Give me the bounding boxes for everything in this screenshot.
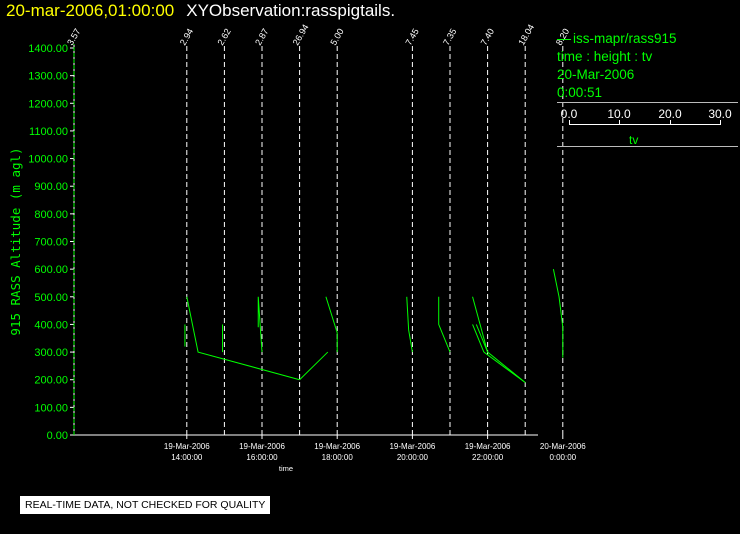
profile-trace (472, 296, 489, 353)
x-tick-time: 20:00:00 (397, 453, 429, 462)
y-axis-title: 915 RASS Altitude (m agl) (8, 147, 23, 335)
legend-scale-tick-1: 10.0 (607, 107, 631, 121)
x-tick-time: 22:00:00 (472, 453, 504, 462)
legend-scale-unit: tv (629, 133, 639, 147)
quality-disclaimer: REAL-TIME DATA, NOT CHECKED FOR QUALITY (20, 496, 271, 514)
legend-line-swatch (557, 38, 571, 40)
legend-scale-tickmark (720, 120, 721, 124)
legend-scale: 0.0 10.0 20.0 30.0 tv (557, 107, 738, 153)
x-tick-date: 19-Mar-2006 (314, 442, 360, 451)
legend-series-label: iss-mapr/rass915 (573, 31, 677, 46)
y-tick-label: 1100.00 (29, 126, 68, 138)
profile-label: 5.00 (328, 27, 345, 47)
legend-scale-tick-0: 0.0 (560, 107, 578, 121)
chart-header: 20-mar-2006,01:00:00 XYObservation:rasspi… (6, 1, 395, 21)
y-tick-label: 0.00 (47, 430, 68, 442)
profile-trace (325, 296, 338, 353)
header-timestamp: 20-mar-2006,01:00:00 (6, 1, 175, 20)
legend-date: 20-Mar-2006 (557, 67, 635, 82)
series-connector-trace (472, 324, 485, 353)
x-tick-time: 0:00:00 (549, 453, 576, 462)
profile-trace (257, 296, 263, 353)
x-tick-date: 19-Mar-2006 (239, 442, 285, 451)
y-tick-label: 200.00 (34, 375, 68, 387)
profile-trace (438, 296, 451, 353)
legend-scale-tickmark (619, 120, 620, 124)
legend-divider (557, 102, 738, 103)
profile-trace (406, 296, 413, 353)
x-tick-date: 19-Mar-2006 (164, 442, 210, 451)
y-tick-label: 900.00 (34, 181, 68, 193)
legend-time: 0:00:51 (557, 85, 603, 100)
profile-trace (552, 269, 564, 358)
y-tick-label: 400.00 (34, 319, 68, 331)
x-axis-title: time (279, 464, 293, 473)
y-tick-label: 1300.00 (28, 71, 68, 83)
profile-label: 7.35 (441, 27, 458, 47)
y-tick-label: 700.00 (34, 237, 68, 249)
series-connector-trace (475, 324, 526, 383)
y-tick-label: 600.00 (34, 264, 68, 276)
profile-label: 18.04 (516, 22, 536, 47)
profile-trace (299, 351, 329, 381)
legend-scale-tickmark (569, 120, 570, 124)
profile-label: 26.94 (291, 22, 311, 47)
profile-label: 2.94 (178, 27, 195, 47)
series-connector-trace (186, 296, 300, 381)
y-tick-label: 1200.00 (28, 98, 68, 110)
legend-scale-bar (569, 124, 721, 125)
x-tick-date: 19-Mar-2006 (465, 442, 511, 451)
profile-label: 2.87 (253, 27, 270, 47)
profile-label: 2.62 (215, 27, 232, 47)
legend-scale-tick-2: 20.0 (658, 107, 682, 121)
y-tick-label: 1400.00 (28, 43, 68, 55)
x-tick-time: 14:00:00 (171, 453, 203, 462)
x-tick-time: 18:00:00 (322, 453, 354, 462)
profile-label: 7.45 (403, 27, 420, 47)
x-tick-time: 16:00:00 (246, 453, 278, 462)
y-tick-label: 1000.00 (28, 154, 68, 166)
x-tick-date: 20-Mar-2006 (540, 442, 586, 451)
y-tick-label: 500.00 (34, 292, 68, 304)
x-tick-date: 19-Mar-2006 (389, 442, 435, 451)
legend-divider (557, 146, 738, 147)
legend-scale-tick-3: 30.0 (708, 107, 732, 121)
legend-series-entry: iss-mapr/rass915 (557, 30, 738, 48)
profile-label: 3.57 (65, 27, 82, 47)
header-observation: XYObservation:rasspigtails. (186, 1, 396, 20)
legend-scale-tickmark (670, 120, 671, 124)
profile-label: 7.40 (479, 27, 496, 47)
y-tick-label: 800.00 (34, 209, 68, 221)
legend-variables: time : height : tv (557, 49, 653, 64)
legend-panel: iss-mapr/rass915 time : height : tv 20-M… (557, 30, 738, 153)
y-tick-label: 100.00 (34, 402, 68, 414)
y-tick-label: 300.00 (34, 347, 68, 359)
